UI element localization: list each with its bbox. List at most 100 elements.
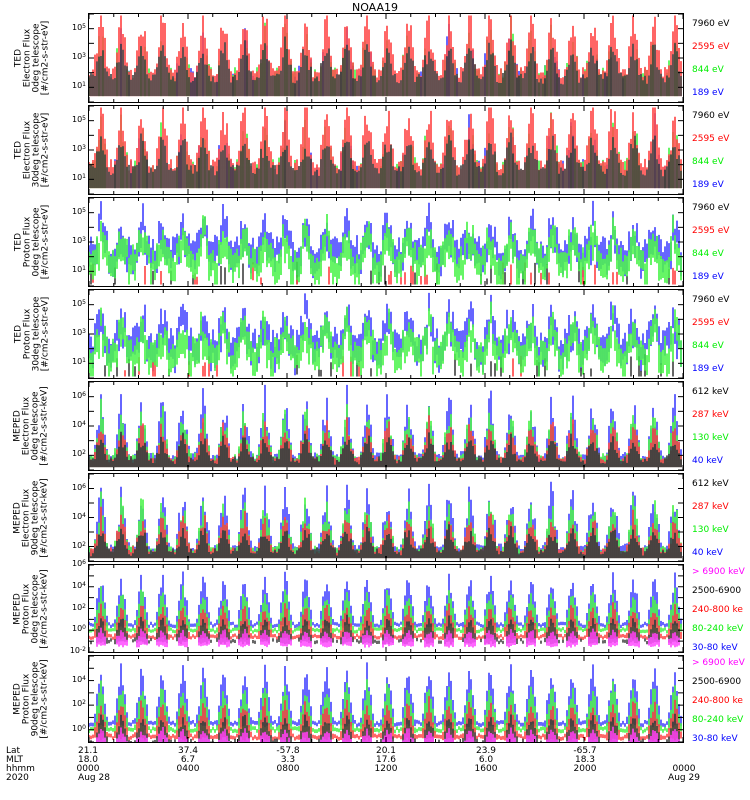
legend-entry: 2595 eV — [692, 226, 730, 236]
x-row-label: MLT — [6, 755, 24, 765]
series-path-1-4 — [89, 36, 682, 97]
y-tick-label: 105 — [71, 206, 86, 216]
x-tick-label-mlt: 6.7 — [180, 755, 196, 765]
legend-entry: 7960 eV — [692, 295, 730, 305]
y-tick-label: 105 — [71, 114, 86, 124]
y-axis-label-line: [#/cm2-s-str-eV] — [40, 20, 51, 96]
series-path-8-5 — [96, 726, 680, 742]
x-tick-label-mlt: 18.3 — [574, 755, 596, 765]
x-tick-label-lat: 20.1 — [375, 746, 397, 756]
y-tick-label: 103 — [71, 144, 86, 153]
y-tick-label: 101 — [71, 173, 86, 183]
plot-svg-8 — [89, 656, 683, 742]
x-tick-label-lat: -65.7 — [573, 746, 597, 756]
series-path-7-5 — [96, 627, 680, 648]
legend-entry: 2595 eV — [692, 134, 730, 144]
series-path-5-4 — [89, 431, 682, 468]
y-axis-label-line: [#/cm2-s-str-keV] — [40, 659, 50, 739]
x-tick-label-hhmm: 0000 — [672, 764, 696, 774]
x-tick-label-mlt: 17.6 — [375, 755, 397, 765]
y-axis-label-6: MEPED Electron Flux 90deg telescope [#/cm2-… — [2, 473, 62, 562]
legend-entry: 2595 eV — [692, 42, 730, 52]
y-tick-label: 101 — [71, 265, 86, 275]
y-tick-label: 106 — [71, 559, 86, 568]
y-axis-label-2: TED Electron Flux 30deg telescope [#/cm2-s-… — [2, 105, 62, 195]
legend-entry: 189 eV — [692, 88, 724, 98]
x-tick-label-hhmm: 0800 — [276, 764, 300, 774]
plot-svg-2 — [89, 106, 683, 194]
y-axis-label-line: [#/cm2-s-str-eV] — [40, 112, 50, 188]
y-tick-label: 102 — [71, 699, 86, 709]
y-axis-label-line: [#/cm2-s-str-eV] — [40, 204, 51, 280]
x-tick-label-date: Aug 28 — [78, 773, 110, 783]
y-tick-label: 104 — [71, 511, 86, 521]
y-axis-label-line: [#/cm2-s-str-keV] — [40, 386, 50, 466]
y-axis-label-5: MEPED Electron Flux 0deg telescope [#/cm2-s… — [2, 381, 62, 471]
x-tick-label-mlt: 18.0 — [77, 755, 99, 765]
x-tick-label-lat: 21.1 — [77, 746, 99, 756]
y-axis-label-line: [#/cm2-s-str-keV] — [40, 477, 50, 558]
legend-entry: 2595 eV — [692, 318, 730, 328]
plot-panel-4 — [88, 289, 684, 379]
x-tick-label-hhmm: 1200 — [374, 764, 398, 774]
x-tick-label-lat: -57.8 — [276, 746, 300, 756]
y-axis-label-4: TED Proton Flux 30deg telescope [#/cm2-s-st… — [2, 289, 62, 379]
series-path-3-3 — [92, 262, 676, 285]
plot-panel-6 — [88, 473, 684, 562]
series-path-4-4 — [89, 301, 682, 377]
series-4-2 — [104, 353, 674, 377]
x-tick-label-lat: 23.9 — [475, 746, 497, 756]
legend-entry: 7960 eV — [692, 19, 730, 29]
legend-entry: > 6900 keV — [692, 658, 745, 668]
series-2-1 — [114, 113, 670, 189]
legend-entry: 844 eV — [692, 249, 724, 259]
legend-entry: 287 keV — [692, 410, 729, 420]
legend-entry: 30-80 keV — [692, 643, 738, 653]
series-3-4 — [89, 214, 682, 285]
series-path-3-2 — [90, 261, 670, 285]
y-tick-label: 103 — [71, 52, 86, 61]
series-path-1-1 — [120, 24, 624, 97]
y-axis-label-line: [#/cm2-s-str-eV] — [40, 296, 50, 372]
legend-entry: 2500-6900 — [692, 586, 742, 596]
y-tick-label: 101 — [71, 357, 86, 367]
series-path-4-2 — [104, 353, 674, 377]
x-tick-label-mlt: 3.3 — [280, 755, 296, 765]
y-axis-label-1: TED Electron Flux 0deg telescope [#/cm2-s-s… — [2, 13, 62, 103]
y-tick-label: 104 — [71, 420, 86, 429]
plot-svg-4 — [89, 290, 683, 378]
y-tick-label: 102 — [71, 449, 86, 459]
plot-panel-3 — [88, 197, 684, 287]
series-1-1 — [120, 24, 624, 97]
series-3-2 — [90, 261, 670, 285]
legend-entry: 189 eV — [692, 272, 724, 282]
y-tick-label: 101 — [71, 81, 86, 91]
y-axis-label-3: TED Proton Flux 0deg telescope [#/cm2-s-str… — [2, 197, 62, 287]
series-3-3 — [92, 262, 676, 285]
y-axis-label-line: [#/cm2-s-str-keV] — [40, 568, 50, 649]
legend-entry: 612 keV — [692, 479, 729, 489]
x-row-label: 2020 — [6, 773, 29, 783]
x-tick-label-hhmm: 2000 — [573, 764, 597, 774]
legend-entry: > 6900 keV — [692, 567, 745, 577]
y-tick-label: 104 — [71, 580, 86, 590]
y-tick-label: 104 — [71, 674, 86, 684]
y-tick-label: 105 — [71, 298, 86, 308]
series-path-2-1 — [114, 113, 670, 189]
plot-svg-3 — [89, 198, 683, 286]
legend-entry: 189 eV — [692, 180, 724, 190]
x-tick-label-mlt: 6.0 — [478, 755, 494, 765]
plot-svg-5 — [89, 382, 683, 470]
legend-entry: 40 keV — [692, 456, 723, 466]
legend-entry: 7960 eV — [692, 111, 730, 121]
legend-entry: 189 eV — [692, 364, 724, 374]
y-tick-label: 103 — [71, 328, 86, 337]
series-5-4 — [89, 431, 682, 468]
chart-title: NOAA19 — [351, 1, 399, 14]
legend-entry: 30-80 keV — [692, 734, 738, 744]
series-8-5 — [96, 726, 680, 742]
legend-entry: 80-240 keV — [692, 715, 744, 725]
x-row-label: Lat — [6, 746, 21, 756]
y-tick-label: 10-2 — [69, 646, 86, 655]
legend-entry: 130 keV — [692, 525, 729, 535]
